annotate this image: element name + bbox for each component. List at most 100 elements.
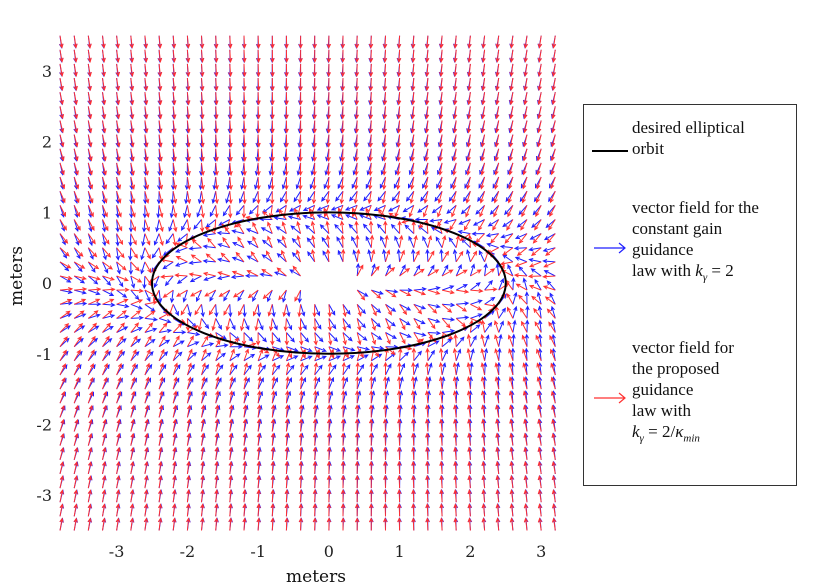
red-field-arrow (87, 219, 95, 232)
red-field-arrow (410, 78, 416, 92)
red-field-arrow (545, 247, 556, 257)
red-field-arrow (354, 78, 360, 92)
red-field-arrow (354, 134, 359, 148)
red-field-arrow (87, 335, 96, 347)
red-field-arrow (439, 92, 444, 106)
red-field-arrow (499, 261, 513, 266)
red-field-arrow (452, 376, 458, 390)
blue-field-arrow (448, 190, 457, 202)
blue-field-arrow (285, 318, 293, 331)
blue-field-arrow (337, 176, 344, 190)
red-field-arrow (214, 205, 219, 219)
red-field-arrow (453, 418, 458, 432)
red-field-arrow (200, 106, 205, 120)
blue-field-arrow (216, 230, 230, 236)
blue-field-arrow (202, 232, 216, 238)
red-field-arrow (467, 404, 472, 418)
red-field-arrow (449, 219, 457, 231)
blue-field-arrow (242, 304, 247, 318)
red-field-arrow (312, 474, 318, 489)
red-field-arrow (409, 191, 415, 205)
red-field-arrow (172, 362, 178, 376)
red-field-arrow (438, 376, 444, 390)
red-field-arrow (242, 162, 247, 177)
x-tick-label: 1 (395, 542, 405, 561)
red-field-arrow (144, 475, 149, 489)
red-field-arrow (270, 432, 276, 446)
blue-field-arrow (441, 348, 448, 362)
red-field-arrow (438, 361, 444, 376)
blue-field-arrow (385, 318, 396, 327)
red-field-arrow (241, 205, 247, 219)
red-field-arrow (59, 92, 64, 106)
red-field-arrow (481, 503, 486, 517)
red-field-arrow (396, 92, 402, 106)
red-field-arrow (340, 162, 345, 177)
red-field-arrow (523, 49, 528, 63)
red-field-arrow (481, 489, 486, 503)
red-field-arrow (240, 318, 245, 332)
red-field-arrow (439, 404, 444, 418)
red-field-arrow (521, 191, 528, 204)
red-field-arrow (354, 489, 360, 503)
red-field-arrow (87, 35, 92, 49)
blue-field-arrow (365, 176, 372, 190)
red-field-arrow (102, 176, 108, 190)
red-field-arrow (492, 219, 500, 231)
red-field-arrow (284, 162, 289, 177)
red-field-arrow (298, 92, 303, 106)
blue-field-arrow (87, 261, 96, 273)
blue-field-arrow (472, 219, 485, 226)
blue-field-arrow (128, 219, 134, 233)
red-field-arrow (228, 49, 233, 63)
red-field-arrow (479, 191, 486, 204)
red-field-arrow (382, 176, 387, 191)
red-field-arrow (411, 517, 416, 531)
red-field-arrow (74, 287, 88, 292)
red-field-arrow (397, 375, 402, 390)
red-field-arrow (509, 63, 514, 77)
red-field-arrow (382, 106, 388, 120)
red-field-arrow (283, 318, 288, 332)
red-field-arrow (455, 269, 468, 277)
red-field-arrow (425, 49, 430, 63)
red-field-arrow (469, 250, 478, 263)
red-field-arrow (385, 267, 396, 277)
blue-field-arrow (177, 233, 188, 242)
red-field-arrow (265, 250, 273, 263)
red-field-arrow (341, 390, 346, 404)
blue-field-arrow (230, 274, 245, 280)
red-field-arrow (424, 176, 429, 190)
blue-field-arrow (273, 271, 287, 277)
blue-field-arrow (363, 190, 372, 202)
red-field-arrow (186, 335, 194, 347)
red-field-arrow (529, 261, 542, 268)
red-field-arrow (157, 489, 163, 503)
blue-field-arrow (130, 327, 143, 333)
blue-field-arrow (257, 364, 267, 376)
blue-field-arrow (439, 248, 444, 262)
red-field-arrow (285, 390, 290, 404)
blue-field-arrow (342, 304, 351, 316)
blue-field-arrow (529, 233, 542, 240)
red-field-arrow (507, 205, 514, 218)
blue-field-arrow (116, 326, 129, 333)
red-field-arrow (73, 418, 79, 432)
legend-red-value: = 2/ (643, 422, 676, 441)
blue-field-arrow (151, 247, 160, 259)
blue-field-arrow (441, 362, 447, 376)
red-field-arrow (495, 404, 500, 418)
red-field-arrow (73, 134, 79, 148)
red-field-arrow (102, 219, 109, 232)
blue-field-arrow (115, 219, 120, 233)
red-field-arrow (116, 219, 123, 232)
red-field-arrow (207, 237, 217, 249)
red-field-arrow (200, 148, 205, 162)
blue-field-arrow (511, 333, 516, 347)
red-field-arrow (481, 63, 486, 78)
red-field-arrow (425, 347, 430, 361)
red-field-arrow (494, 148, 500, 162)
red-field-arrow (252, 221, 259, 234)
blue-field-arrow (498, 333, 503, 347)
blue-field-arrow (502, 219, 514, 228)
